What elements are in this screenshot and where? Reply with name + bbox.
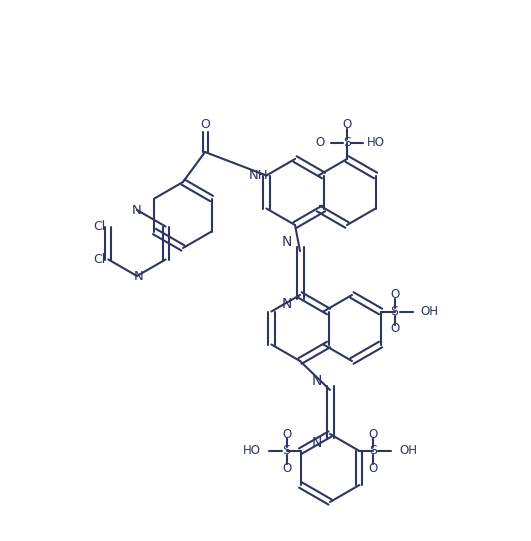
Text: O: O bbox=[369, 427, 378, 440]
Text: HO: HO bbox=[367, 136, 385, 149]
Text: O: O bbox=[282, 427, 291, 440]
Text: N: N bbox=[281, 235, 292, 249]
Text: N: N bbox=[281, 297, 292, 311]
Text: Cl: Cl bbox=[93, 253, 106, 266]
Text: O: O bbox=[282, 461, 291, 474]
Text: O: O bbox=[390, 322, 399, 335]
Text: O: O bbox=[369, 461, 378, 474]
Text: N: N bbox=[312, 374, 322, 388]
Text: S: S bbox=[282, 445, 290, 458]
Text: NH: NH bbox=[249, 169, 269, 182]
Text: N: N bbox=[312, 436, 322, 450]
Text: S: S bbox=[391, 305, 399, 318]
Text: HO: HO bbox=[243, 445, 261, 458]
Text: O: O bbox=[316, 136, 325, 149]
Text: OH: OH bbox=[421, 305, 439, 318]
Text: S: S bbox=[343, 136, 351, 149]
Text: O: O bbox=[342, 118, 352, 131]
Text: O: O bbox=[390, 288, 399, 301]
Text: O: O bbox=[200, 118, 210, 131]
Text: N: N bbox=[132, 203, 142, 216]
Text: S: S bbox=[370, 445, 378, 458]
Text: Cl: Cl bbox=[93, 220, 106, 233]
Text: OH: OH bbox=[399, 445, 417, 458]
Text: N: N bbox=[134, 269, 144, 282]
